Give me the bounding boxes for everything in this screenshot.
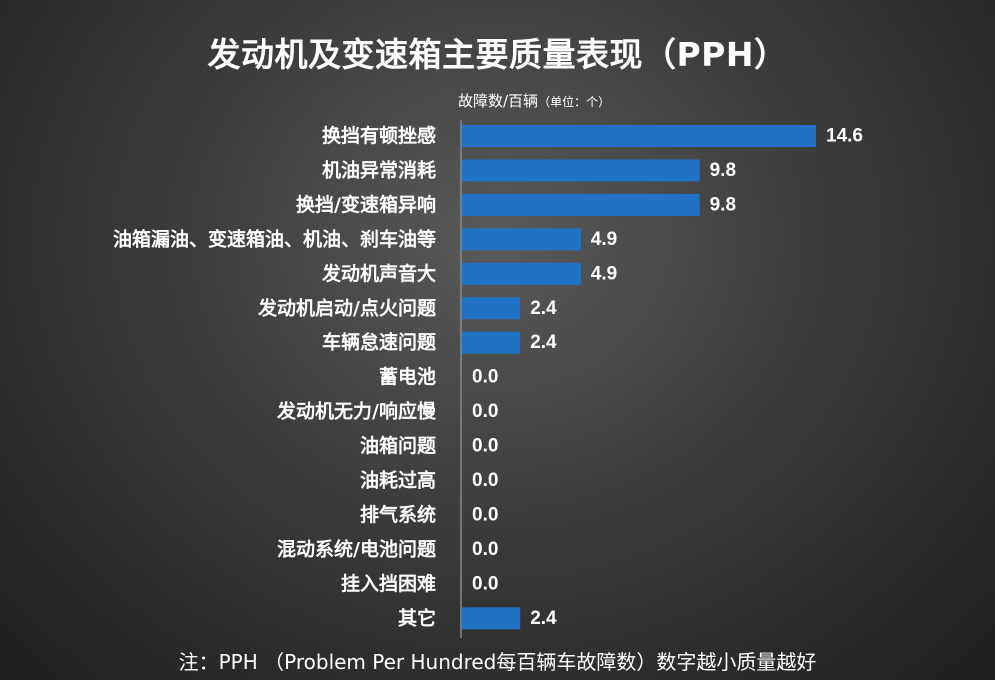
bar bbox=[462, 297, 521, 320]
bar bbox=[462, 607, 521, 630]
category-label: 换挡/变速箱异响 bbox=[296, 193, 436, 216]
value-label: 0.0 bbox=[472, 470, 498, 491]
category-label: 车辆怠速问题 bbox=[322, 331, 436, 354]
category-label: 换挡有顿挫感 bbox=[322, 124, 436, 147]
category-label: 挂入挡困难 bbox=[341, 572, 436, 595]
value-label: 2.4 bbox=[530, 298, 557, 319]
chart-title: 发动机及变速箱主要质量表现（PPH） bbox=[207, 35, 788, 74]
value-label: 0.0 bbox=[472, 539, 498, 560]
unit-label: 故障数/百辆（单位：个） bbox=[458, 90, 610, 111]
bar bbox=[462, 125, 816, 147]
unit-label-main: 故障数/百辆 bbox=[458, 92, 539, 110]
bar bbox=[462, 331, 521, 354]
bar bbox=[462, 193, 700, 216]
category-label: 发动机启动/点火问题 bbox=[257, 296, 436, 319]
category-label: 排气系统 bbox=[360, 503, 436, 526]
category-label: 油箱问题 bbox=[360, 434, 436, 457]
value-label: 9.8 bbox=[710, 160, 736, 181]
value-label: 0.0 bbox=[472, 367, 498, 388]
category-label: 机油异常消耗 bbox=[322, 158, 436, 181]
category-label: 发动机无力/响应慢 bbox=[276, 400, 437, 423]
category-label: 混动系统/电池问题 bbox=[277, 537, 436, 560]
bar bbox=[462, 228, 581, 251]
value-label: 0.0 bbox=[472, 401, 498, 422]
footnote: 注：PPH （Problem Per Hundred每百辆车故障数）数字越小质量… bbox=[178, 650, 817, 674]
value-label: 0.0 bbox=[472, 504, 498, 525]
category-label: 发动机声音大 bbox=[321, 262, 436, 285]
bars-layer: 换挡有顿挫感 14.6 机油异常消耗 9.8 换挡/变速箱异响 9.8 油箱漏油、变速箱油、… bbox=[113, 124, 863, 630]
value-label: 2.4 bbox=[530, 332, 557, 353]
value-label: 2.4 bbox=[530, 608, 557, 629]
value-label: 4.9 bbox=[591, 229, 617, 250]
unit-label-note: （单位：个） bbox=[538, 95, 611, 109]
value-label: 4.9 bbox=[591, 263, 617, 284]
category-label: 蓄电池 bbox=[379, 365, 436, 388]
value-label: 9.8 bbox=[710, 194, 736, 215]
value-label: 14.6 bbox=[826, 126, 863, 147]
category-label: 油箱漏油、变速箱油、机油、刹车油等 bbox=[113, 227, 436, 250]
bar bbox=[462, 262, 581, 285]
bar bbox=[462, 159, 700, 182]
value-label: 0.0 bbox=[472, 436, 498, 457]
category-label: 油耗过高 bbox=[360, 469, 436, 492]
category-label: 其它 bbox=[398, 606, 436, 629]
value-label: 0.0 bbox=[472, 573, 498, 594]
